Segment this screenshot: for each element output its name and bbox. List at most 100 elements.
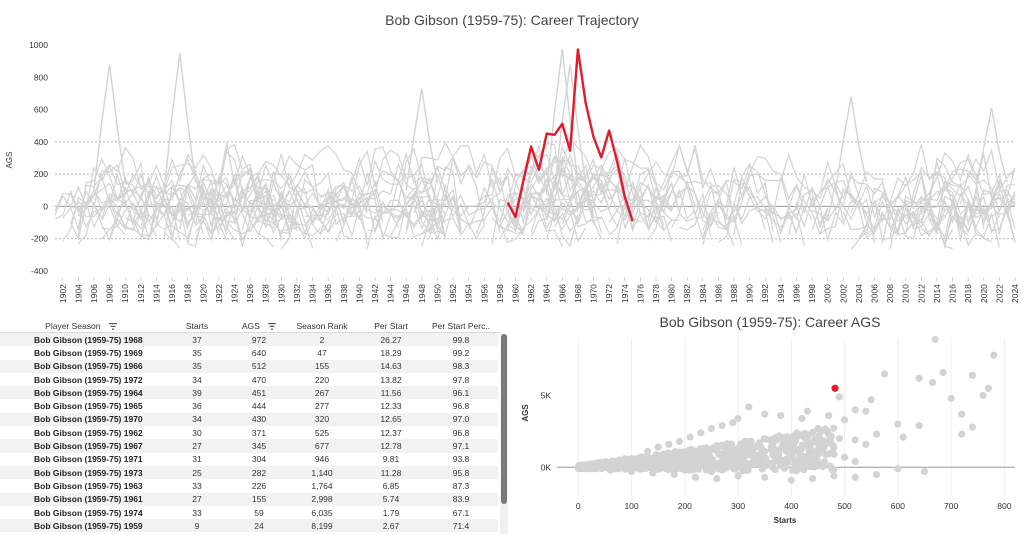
scatter-point: [654, 459, 662, 467]
table-row[interactable]: Bob Gibson (1959-75) 1962 30 371 525 12.37 96…: [0, 426, 498, 439]
x-tick-label: 1980: [667, 284, 677, 303]
scatter-point: [928, 378, 937, 387]
scatter-point: [915, 374, 923, 382]
scatter-point: [815, 440, 823, 448]
table-row[interactable]: Bob Gibson (1959-75) 1964 39 451 267 11.56 96…: [0, 386, 498, 400]
scatter-point: [809, 447, 817, 456]
scatter-point: [851, 473, 859, 481]
table-row[interactable]: Bob Gibson (1959-75) 1963 33 226 1,764 6.85 8…: [0, 479, 498, 492]
scatter-point: [761, 410, 769, 418]
table-cell: 946: [314, 454, 330, 465]
x-tick-label: 200: [678, 501, 692, 511]
table-cell: 6.85: [382, 480, 400, 491]
scatter-point: [968, 371, 976, 379]
scatter-point: [590, 465, 598, 473]
background-career-line: [624, 142, 735, 230]
col-header-per-start-perc[interactable]: Per Start Perc..: [424, 318, 498, 333]
scatter-point: [638, 453, 646, 461]
background-career-line: [218, 188, 321, 237]
table-row[interactable]: Bob Gibson (1959-75) 1965 36 444 277 12.33 96…: [0, 399, 498, 412]
scatter-point: [761, 473, 769, 481]
background-career-line: [468, 197, 501, 234]
x-tick-label: 1934: [308, 284, 318, 303]
x-tick-label: 1904: [73, 284, 83, 303]
y-tick-label: 5K: [541, 390, 552, 400]
x-tick-label: 300: [731, 501, 745, 511]
scatter-point: [791, 464, 799, 472]
scatter-point: [707, 424, 716, 433]
x-tick-label: 1998: [807, 284, 817, 303]
scatter-point: [769, 451, 777, 459]
col-header-per-start[interactable]: Per Start: [358, 318, 424, 333]
background-career-line: [561, 171, 595, 225]
background-career-line: [148, 158, 228, 241]
table-row[interactable]: Bob Gibson (1959-75) 1970 34 430 320 12.65 97…: [0, 412, 498, 427]
col-header-starts[interactable]: Starts: [162, 318, 232, 333]
sort-icon[interactable]: [268, 322, 277, 330]
background-career-line: [725, 176, 766, 230]
trajectory-y-ticks: 1000 800 600 400 200 0 -200 -400: [29, 40, 48, 276]
background-career-line: [585, 165, 634, 213]
table-cell: 12.65: [358, 412, 424, 427]
x-tick-label: 1922: [214, 284, 224, 303]
table-scrollbar[interactable]: [500, 334, 508, 534]
table-cell: 512: [232, 359, 286, 373]
scatter-point: [734, 414, 742, 423]
table-scrollbar-thumb[interactable]: [501, 334, 507, 504]
background-career-line: [491, 154, 602, 245]
sort-icon[interactable]: [108, 322, 117, 330]
background-career-line: [203, 143, 274, 216]
table-row[interactable]: Bob Gibson (1959-75) 1967 27 345 677 12.78 97…: [0, 439, 498, 453]
x-tick-label: 400: [784, 501, 798, 511]
background-career-line: [351, 197, 438, 238]
scatter-point: [787, 438, 795, 446]
scatter-point: [755, 460, 763, 468]
x-tick-label: 2024: [1010, 284, 1020, 303]
background-career-line: [421, 196, 470, 247]
player-season-cell: Bob Gibson (1959-75) 1968: [0, 333, 162, 347]
table-cell: 33: [192, 507, 202, 518]
background-career-line: [351, 149, 446, 240]
background-career-line: [850, 170, 891, 226]
table-cell: 47: [317, 347, 327, 358]
x-tick-label: 1964: [542, 284, 552, 303]
table-row[interactable]: Bob Gibson (1959-75) 1959 9 24 8,199 2.67 71.…: [0, 519, 498, 533]
table-cell: 71.4: [424, 519, 498, 533]
col-header-season-rank[interactable]: Season Rank: [286, 318, 358, 333]
table-cell: 155: [286, 359, 358, 373]
player-season-cell: Bob Gibson (1959-75) 1973: [0, 465, 162, 480]
col-header-player-season[interactable]: Player Season: [0, 318, 162, 333]
player-season-table[interactable]: Player Season Starts AGS Season Rank Per…: [0, 318, 512, 535]
y-tick-label: 200: [34, 169, 48, 179]
scatter-point: [713, 442, 721, 450]
table-row[interactable]: Bob Gibson (1959-75) 1961 27 155 2,998 5.74 8…: [0, 492, 498, 506]
table-cell: 87.3: [452, 480, 470, 491]
x-tick-label: 1976: [635, 284, 645, 303]
table-cell: 35: [162, 359, 232, 373]
x-tick-label: 2018: [963, 284, 973, 303]
scatter-point: [880, 370, 889, 378]
background-career-line: [702, 156, 829, 245]
player-season-cell: Bob Gibson (1959-75) 1971: [34, 454, 143, 465]
table-row[interactable]: Bob Gibson (1959-75) 1973 25 282 1,140 11.28…: [0, 465, 498, 480]
table-row[interactable]: Bob Gibson (1959-75) 1969 35 640 47 18.29 99.…: [0, 346, 498, 359]
col-header-starts-label: Starts: [185, 320, 209, 331]
scatter-point: [968, 423, 976, 431]
col-header-ags[interactable]: AGS: [232, 318, 286, 333]
table-cell: 93.8: [452, 454, 470, 465]
table-row[interactable]: Bob Gibson (1959-75) 1968 37 972 2 26.27 99.8: [0, 333, 498, 347]
col-header-ags-label: AGS: [241, 320, 260, 331]
table-row[interactable]: Bob Gibson (1959-75) 1971 31 304 946 9.81 93.…: [0, 453, 498, 466]
table-row[interactable]: Bob Gibson (1959-75) 1972 34 470 220 13.82 97…: [0, 373, 498, 386]
background-career-line: [93, 172, 196, 220]
scatter-point: [597, 464, 605, 472]
scatter-point: [782, 445, 790, 453]
x-tick-label: 1914: [151, 284, 161, 303]
table-row[interactable]: Bob Gibson (1959-75) 1974 33 59 6,035 1.79 67…: [0, 506, 498, 519]
scatter-point: [688, 466, 696, 474]
background-career-line: [647, 179, 735, 247]
scatter-point: [703, 458, 712, 467]
background-career-line: [546, 150, 673, 241]
table-cell: 95.8: [424, 465, 498, 480]
table-row[interactable]: Bob Gibson (1959-75) 1966 35 512 155 14.63 98…: [0, 359, 498, 373]
